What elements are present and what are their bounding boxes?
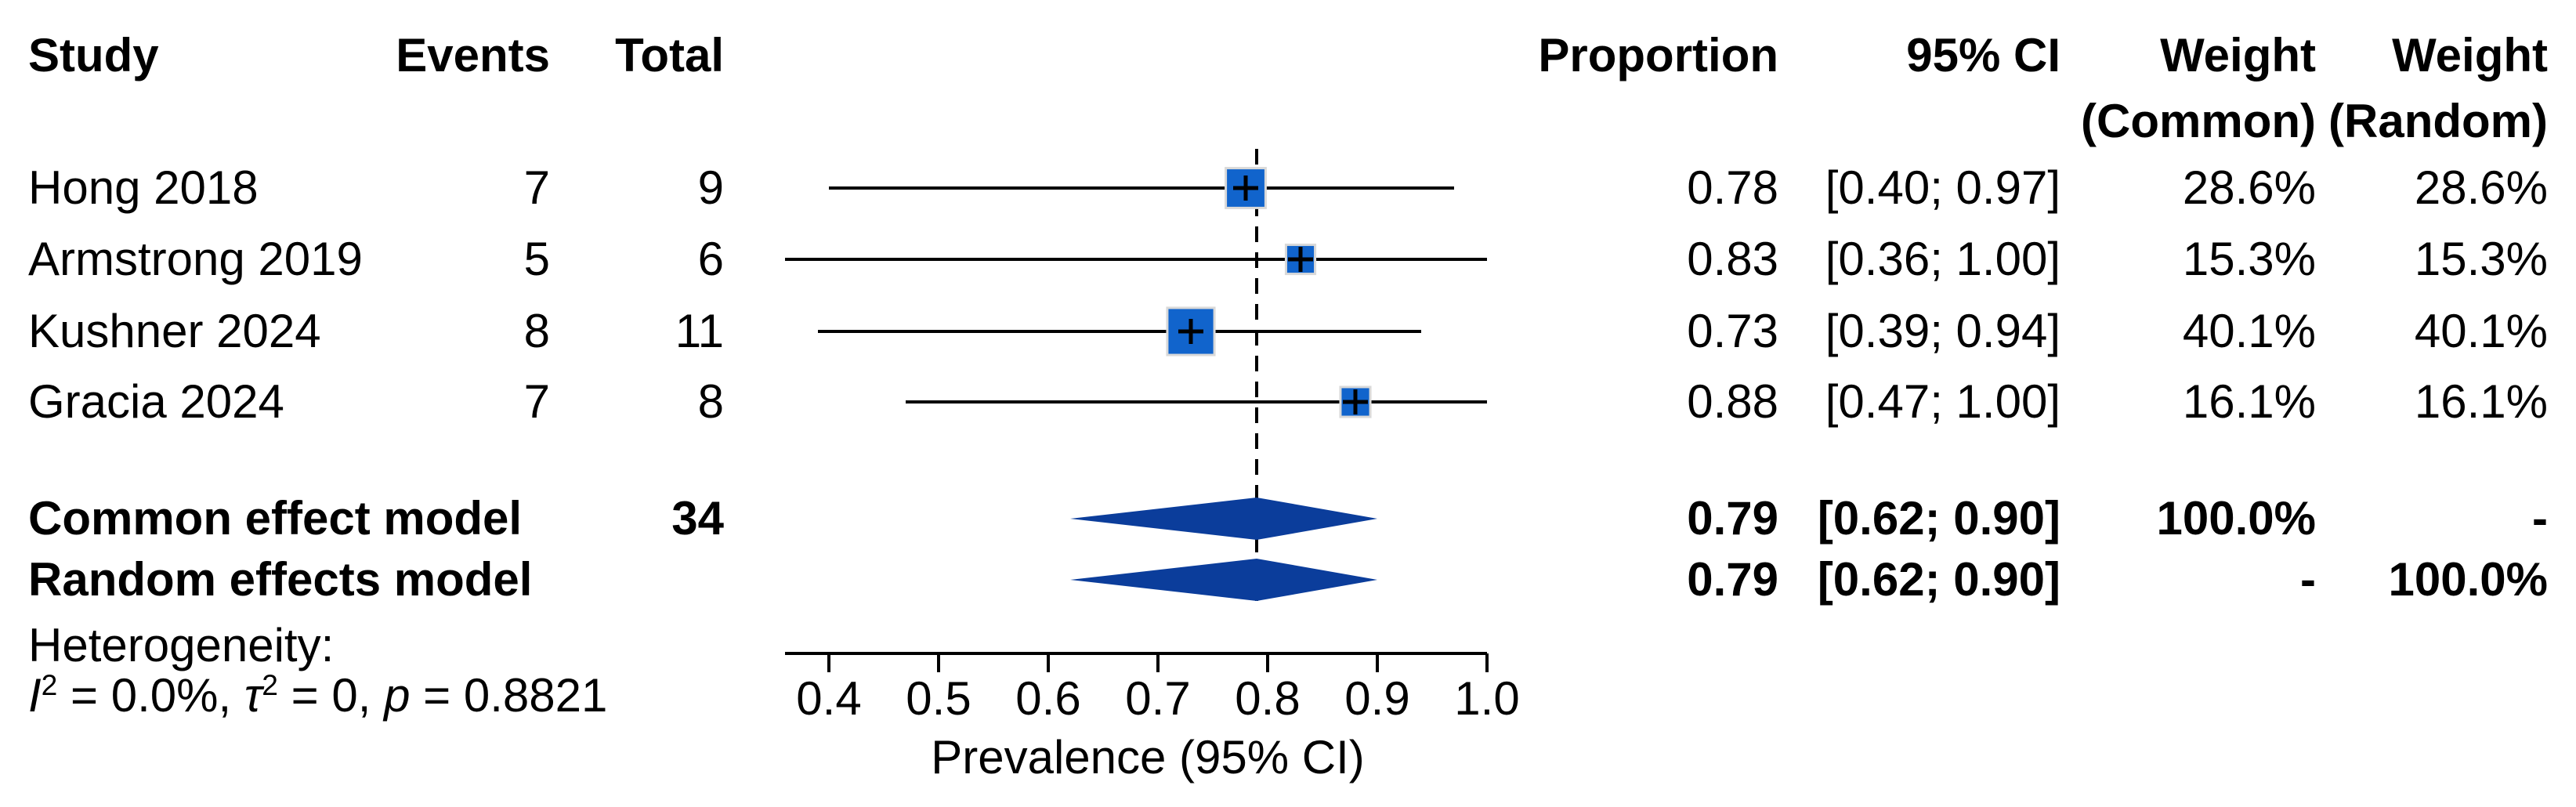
summary-diamond [1070,559,1377,601]
weight-random-value: 28.6% [2414,161,2548,214]
study-name: Hong 2018 [28,161,259,214]
col-header-total: Total [615,29,724,81]
col-header-events: Events [396,29,550,81]
heterogeneity-label: Heterogeneity: [28,619,335,671]
proportion-value: 0.88 [1687,375,1778,428]
col-header-weight-random-2: (Random) [2328,95,2548,147]
x-axis-tick-label: 0.4 [796,672,861,725]
effect-square [1225,167,1267,209]
study-name: Kushner 2024 [28,305,321,357]
col-header-weight-common: Weight [2160,29,2316,81]
events-value: 7 [523,161,550,214]
events-value: 5 [523,233,550,285]
col-header-proportion: Proportion [1538,29,1778,81]
events-value: 7 [523,375,550,428]
common-weight-random: - [2532,492,2548,545]
total-value: 11 [675,305,724,357]
events-value: 8 [523,305,550,357]
random-effects-model-label: Random effects model [28,553,533,606]
proportion-value: 0.78 [1687,161,1778,214]
x-axis-tick-label: 0.8 [1235,672,1300,725]
x-axis-tick-label: 0.5 [906,672,971,725]
weight-common-value: 40.1% [2182,305,2316,357]
x-axis-tick-label: 0.6 [1015,672,1080,725]
common-proportion-value: 0.79 [1687,492,1778,545]
common-effect-model-label: Common effect model [28,492,523,545]
ci-value: [0.39; 0.94] [1825,305,2060,357]
total-value: 8 [697,375,724,428]
total-value: 9 [697,161,724,214]
weight-random-value: 40.1% [2414,305,2548,357]
col-header-weight-random: Weight [2392,29,2548,81]
random-weight-common: - [2300,553,2316,606]
study-name: Armstrong 2019 [28,233,363,285]
common-total-value: 34 [671,492,724,545]
weight-random-value: 16.1% [2414,375,2548,428]
random-ci-value: [0.62; 0.90] [1817,553,2060,606]
x-axis-tick-label: 1.0 [1454,672,1519,725]
weight-common-value: 28.6% [2182,161,2316,214]
col-header-weight-common-2: (Common) [2081,95,2316,147]
ci-value: [0.47; 1.00] [1825,375,2060,428]
weight-common-value: 15.3% [2182,233,2316,285]
study-name: Gracia 2024 [28,375,284,428]
common-ci-value: [0.62; 0.90] [1817,492,2060,545]
heterogeneity-stats: I2 = 0.0%, τ2 = 0, p = 0.8821 [28,668,608,722]
proportion-value: 0.73 [1687,305,1778,357]
summary-diamond [1070,498,1377,540]
total-value: 6 [697,233,724,285]
col-header-study: Study [28,29,159,81]
proportion-value: 0.83 [1687,233,1778,285]
x-axis-title: Prevalence (95% CI) [931,731,1365,783]
ci-value: [0.36; 1.00] [1825,233,2060,285]
weight-common-value: 16.1% [2182,375,2316,428]
x-axis-tick-label: 0.9 [1344,672,1409,725]
random-proportion-value: 0.79 [1687,553,1778,606]
common-weight-common: 100.0% [2156,492,2317,545]
weight-random-value: 15.3% [2414,233,2548,285]
x-axis-tick-label: 0.7 [1125,672,1190,725]
random-weight-random: 100.0% [2388,553,2549,606]
ci-value: [0.40; 0.97] [1825,161,2060,214]
col-header-ci: 95% CI [1906,29,2060,81]
